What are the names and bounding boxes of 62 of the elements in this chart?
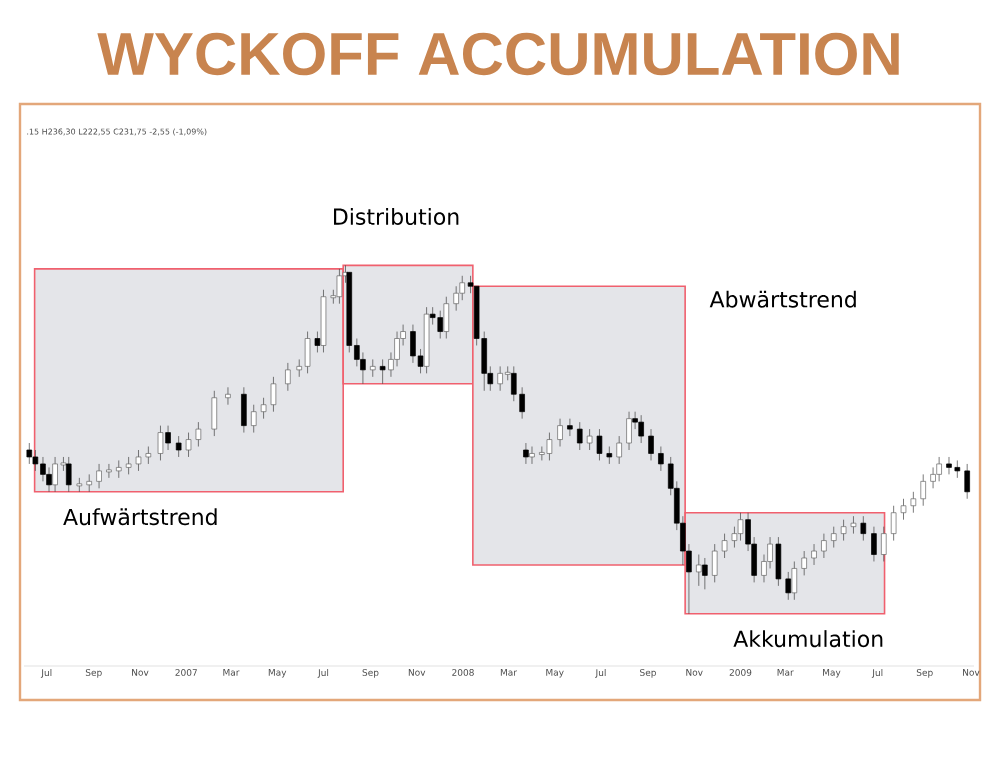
candlestick — [437, 310, 444, 339]
candlestick — [165, 425, 171, 451]
band-label: Distribution — [334, 207, 459, 225]
candlestick — [225, 386, 231, 406]
candlestick — [830, 526, 837, 548]
candlestick — [821, 533, 827, 559]
candlestick — [65, 456, 72, 493]
candlestick — [954, 460, 961, 479]
candlestick — [26, 442, 33, 465]
candlestick — [96, 463, 102, 489]
candlestick — [626, 411, 632, 451]
candlestick — [250, 404, 257, 433]
candlestick — [429, 306, 436, 325]
candlestick — [860, 515, 867, 541]
candlestick — [76, 477, 83, 493]
candlestick — [785, 571, 792, 601]
candlestick — [936, 456, 942, 482]
candlestick — [314, 331, 321, 353]
candlestick — [881, 526, 887, 562]
candlestick — [443, 296, 450, 339]
candlestick — [497, 366, 503, 392]
candlestick — [946, 456, 952, 475]
candlestick — [86, 474, 92, 493]
candlestick — [157, 425, 164, 461]
chart-title: WYCKOFF ACCUMULATION — [97, 32, 899, 76]
candlestick — [285, 362, 291, 392]
candlestick — [106, 463, 112, 479]
candlestick — [523, 442, 529, 465]
band-label: Aufwärtstrend — [63, 508, 217, 526]
candlestick — [304, 331, 311, 374]
candlestick — [379, 359, 386, 385]
candlestick — [638, 414, 644, 444]
candlestick — [702, 557, 708, 590]
candlestick — [586, 428, 593, 451]
candlestick — [32, 449, 39, 472]
candlestick — [410, 324, 416, 364]
candlestick — [116, 460, 122, 479]
candlestick — [920, 474, 926, 507]
candlestick — [529, 446, 535, 465]
candlestick — [775, 536, 782, 587]
band-label: Abwärtstrend — [709, 290, 856, 308]
candlestick — [567, 418, 573, 437]
candlestick — [811, 543, 817, 566]
candlestick — [648, 428, 654, 461]
candlestick — [175, 435, 182, 458]
band-label: Akkumulation — [733, 630, 883, 648]
candlestick — [791, 561, 798, 601]
candlestick — [336, 268, 343, 305]
candlestick — [871, 526, 877, 562]
candlestick — [801, 550, 807, 576]
candlestick — [616, 435, 622, 465]
candlestick — [737, 512, 744, 541]
candlestick — [576, 421, 583, 451]
candlestick — [658, 446, 664, 472]
candlestick — [964, 463, 970, 500]
candlestick — [539, 446, 545, 461]
candlestick — [696, 554, 702, 587]
candlestick — [241, 386, 247, 433]
candlestick — [211, 390, 218, 437]
candlestick — [546, 432, 553, 461]
candlestick — [369, 359, 376, 378]
candlestick — [557, 418, 563, 447]
